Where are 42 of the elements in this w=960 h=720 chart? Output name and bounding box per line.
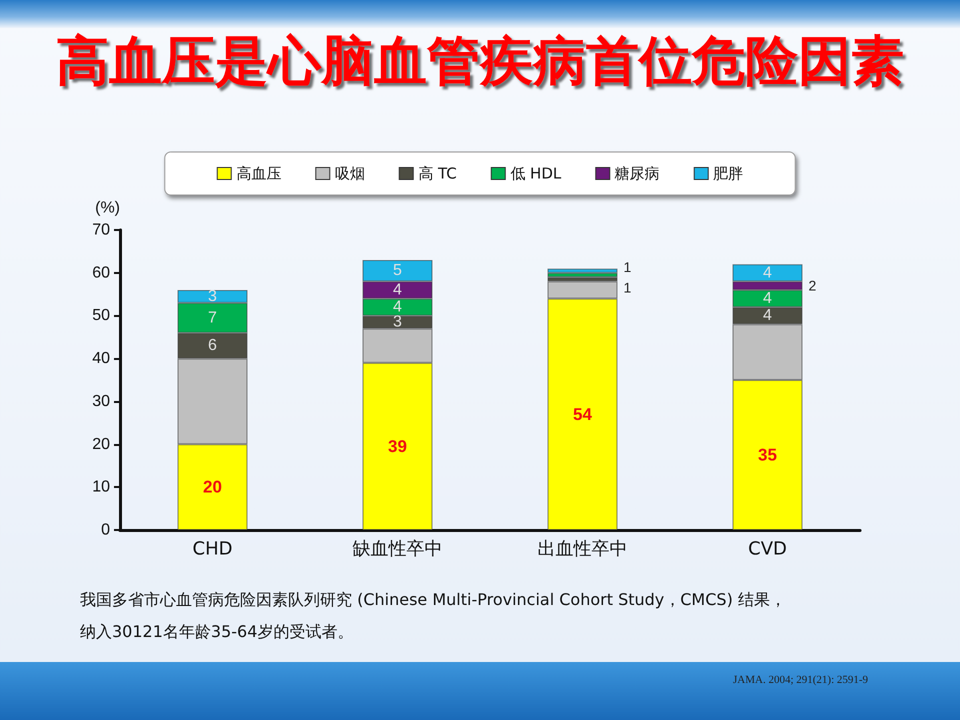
x-tick-label: CVD	[748, 538, 787, 560]
text: 纳入30121名年龄35-64岁的受试者。	[80, 622, 354, 643]
y-axis-title: (%)	[95, 200, 120, 216]
data-label: 54	[573, 404, 592, 424]
legend-label: 吸烟	[334, 164, 365, 182]
data-label: 20	[203, 478, 222, 497]
bar	[548, 268, 618, 273]
y-tick-label: 20	[92, 436, 110, 453]
y-tick-label: 50	[92, 307, 110, 324]
data-label: 5	[393, 262, 402, 280]
data-label: 4	[763, 264, 772, 282]
y-tick-label: 10	[92, 478, 110, 496]
y-tick-label: 60	[92, 264, 110, 282]
y-tick-label: 70	[92, 222, 110, 238]
text: 我国多省市心血管病危险因素队列研究 (Chinese Multi-Provincial Cohort Study，CMCS) 结果，	[80, 590, 786, 611]
data-label: 1	[624, 279, 632, 296]
chart-title: 高血压是心脑血管疾病首位危险因素	[56, 31, 904, 92]
data-label: 4	[763, 290, 772, 308]
data-label: 35	[758, 446, 777, 464]
data-label: 2	[808, 278, 816, 294]
y-tick-label: 0	[101, 522, 110, 538]
x-tick-label: 出血性卒中	[538, 538, 628, 560]
legend-label: 低 HDL	[510, 164, 562, 182]
data-label: 3	[393, 314, 402, 331]
bar	[548, 272, 618, 278]
data-label: 4	[393, 282, 402, 298]
legend-label: 高血压	[236, 164, 282, 182]
data-label: 39	[388, 436, 407, 456]
legend-label: 高 TC	[418, 164, 457, 182]
data-label: 4	[393, 298, 402, 316]
data-label: 7	[208, 309, 218, 326]
y-tick-label: 40	[92, 350, 110, 368]
legend-label: 糖尿病	[614, 164, 660, 182]
text: JAMA. 2004; 291(21): 2591-9	[733, 674, 868, 686]
data-label: 6	[208, 337, 218, 354]
y-tick-label: 30	[92, 392, 110, 410]
data-label: 4	[763, 307, 772, 324]
data-label: 1	[624, 259, 632, 275]
x-tick-label: CHD	[192, 538, 232, 560]
legend-label: 肥胖	[713, 164, 744, 182]
data-label: 3	[208, 288, 218, 305]
x-tick-label: 缺血性卒中	[352, 538, 442, 560]
